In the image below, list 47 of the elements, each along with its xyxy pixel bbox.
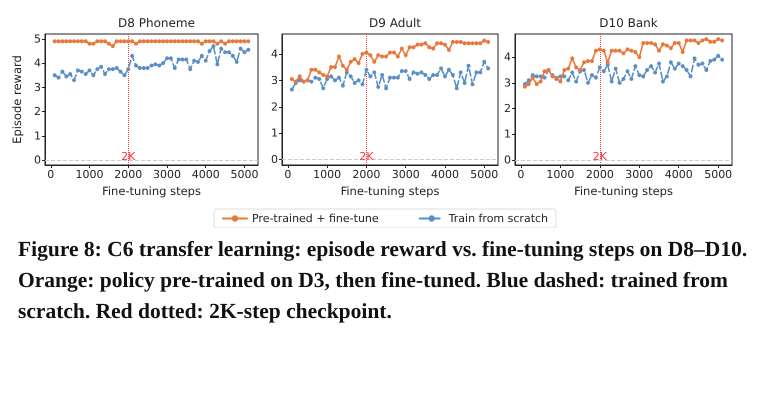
y-tick-label: 4: [34, 56, 41, 70]
x-tick-label: 1000: [313, 168, 342, 181]
y-tick-label: 2: [504, 102, 511, 115]
y-tick-label: 2: [271, 100, 278, 114]
y-tick-label: 3: [504, 76, 511, 90]
x-tick-label: 2000: [352, 168, 380, 181]
x-tick-label: 3000: [392, 168, 420, 181]
y-tick-label: 1: [504, 128, 511, 141]
x-axis-title: Fine-tuning steps: [340, 184, 440, 198]
x-tick-label: 0: [47, 168, 54, 181]
legend-label: Pre-trained + fine-tune: [252, 212, 379, 225]
y-axis-title: Episode reward: [10, 55, 24, 144]
y-tick-label: 4: [504, 50, 511, 64]
chart-title: D9 Adult: [369, 16, 422, 30]
x-tick-label: 5000: [230, 168, 258, 181]
y-tick-label: 3: [271, 74, 278, 87]
ref-line-label: 2K: [592, 150, 608, 163]
caption: Figure 8: C6 transfer learning: episode reward vs. fine-tuning steps on D8–D10. Orange: policy pre-trained on D3, then fine-tuned. Blue dashed: trained from scratch. Red dotted: 2K-step checkpoint.: [18, 236, 748, 325]
x-tick-label: 5000: [470, 168, 498, 181]
y-tick-label: 0: [34, 154, 41, 167]
x-tick-label: 2000: [586, 168, 614, 181]
chart-title: D8 Phoneme: [118, 16, 195, 30]
y-tick-label: 0: [271, 153, 278, 166]
x-tick-label: 4000: [664, 168, 693, 181]
x-axis-title: Fine-tuning steps: [574, 184, 673, 198]
x-tick-label: 0: [517, 168, 524, 181]
x-tick-label: 2000: [114, 168, 142, 181]
y-tick-label: 2: [34, 105, 41, 118]
x-tick-label: 1000: [76, 168, 104, 181]
x-tick-label: 5000: [704, 168, 732, 181]
ref-line-label: 2K: [359, 150, 374, 163]
legend-label: Train from scratch: [448, 212, 548, 225]
x-tick-label: 0: [284, 168, 292, 181]
y-tick-label: 4: [271, 47, 278, 60]
y-tick-label: 5: [34, 32, 41, 46]
y-tick-label: 1: [34, 129, 41, 142]
x-tick-label: 3000: [625, 168, 654, 181]
x-tick-label: 1000: [546, 168, 574, 181]
chart-title: D10 Bank: [599, 16, 658, 30]
ref-line-label: 2K: [121, 150, 136, 163]
x-tick-label: 4000: [192, 168, 220, 181]
y-tick-label: 1: [271, 126, 278, 140]
x-tick-label: 4000: [430, 168, 459, 181]
x-axis-title: Fine-tuning steps: [102, 184, 201, 198]
y-tick-label: 0: [504, 153, 511, 166]
y-tick-label: 3: [34, 80, 41, 94]
x-tick-label: 3000: [152, 168, 181, 181]
